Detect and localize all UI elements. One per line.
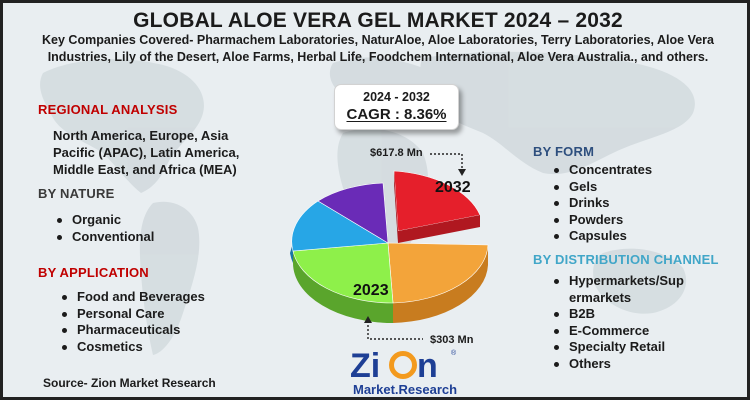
- list-item: Cosmetics: [60, 339, 205, 356]
- pie-slice-red-side2: [398, 215, 480, 243]
- list-item: Conventional: [55, 229, 154, 246]
- svg-text:®: ®: [451, 349, 457, 357]
- list-item: Powders: [552, 212, 652, 229]
- list-item: B2B: [552, 306, 712, 323]
- list-item: E-Commerce: [552, 323, 712, 340]
- regional-analysis-text: North America, Europe, Asia Pacific (APA…: [53, 128, 240, 177]
- pie-slice-orange: [387, 242, 489, 304]
- svg-text:Zi: Zi: [350, 347, 380, 385]
- pie-slice-green-side: [293, 243, 393, 323]
- distribution-list: Hypermarkets/Sup ermarkets B2B E-Commerc…: [552, 273, 712, 372]
- zion-logo: Zi n ® Market.Research: [341, 343, 465, 397]
- list-item: Personal Care: [60, 306, 205, 323]
- pie-slice-red: [393, 170, 481, 232]
- regional-analysis-heading: REGIONAL ANALYSIS: [38, 102, 178, 117]
- value-2032-label: $617.8 Mn: [370, 147, 423, 159]
- by-distribution-heading: BY DISTRIBUTION CHANNEL: [533, 252, 719, 267]
- list-item: Specialty Retail: [552, 339, 712, 356]
- svg-text:n: n: [417, 347, 438, 385]
- pie-slice-red-side: [394, 171, 398, 243]
- page-title: GLOBAL ALOE VERA GEL MARKET 2024 – 2032: [133, 9, 623, 32]
- by-form-heading: BY FORM: [533, 144, 595, 159]
- list-item: Organic: [55, 212, 154, 229]
- pie-slice-orange-side: [393, 245, 488, 323]
- pie-slice-green: [292, 242, 394, 304]
- key-companies-text: Key Companies Covered- Pharmachem Labora…: [42, 33, 714, 64]
- value-2023-label: $303 Mn: [430, 334, 474, 346]
- list-item: Drinks: [552, 195, 652, 212]
- source-text: Source- Zion Market Research: [43, 376, 216, 390]
- list-item: Pharmaceuticals: [60, 322, 205, 339]
- list-item: Hypermarkets/Sup ermarkets: [552, 273, 712, 306]
- svg-text:Market.Research: Market.Research: [353, 382, 457, 397]
- cagr-range: 2024 - 2032: [363, 90, 430, 104]
- list-item: Gels: [552, 179, 652, 196]
- year-2023-label: 2023: [353, 282, 389, 299]
- application-list: Food and Beverages Personal Care Pharmac…: [60, 289, 205, 355]
- pie-slice-blue: [291, 200, 389, 252]
- pie-slice-purple: [317, 182, 389, 244]
- cagr-value: CAGR : 8.36%: [346, 106, 447, 123]
- list-item: Concentrates: [552, 162, 652, 179]
- pie-pointers: [364, 153, 466, 340]
- logo-mark-icon: Zi n ® Market.Research: [350, 347, 457, 397]
- cagr-box: 2024 - 2032 CAGR : 8.36%: [334, 84, 459, 130]
- list-item: Food and Beverages: [60, 289, 205, 306]
- by-application-heading: BY APPLICATION: [38, 265, 149, 280]
- nature-list: Organic Conventional: [55, 212, 154, 245]
- by-nature-heading: BY NATURE: [38, 186, 115, 201]
- form-list: Concentrates Gels Drinks Powders Capsule…: [552, 162, 652, 245]
- list-item: Capsules: [552, 228, 652, 245]
- market-pie-chart: [290, 170, 489, 323]
- list-item: Others: [552, 356, 712, 373]
- year-2032-label: 2032: [435, 179, 471, 196]
